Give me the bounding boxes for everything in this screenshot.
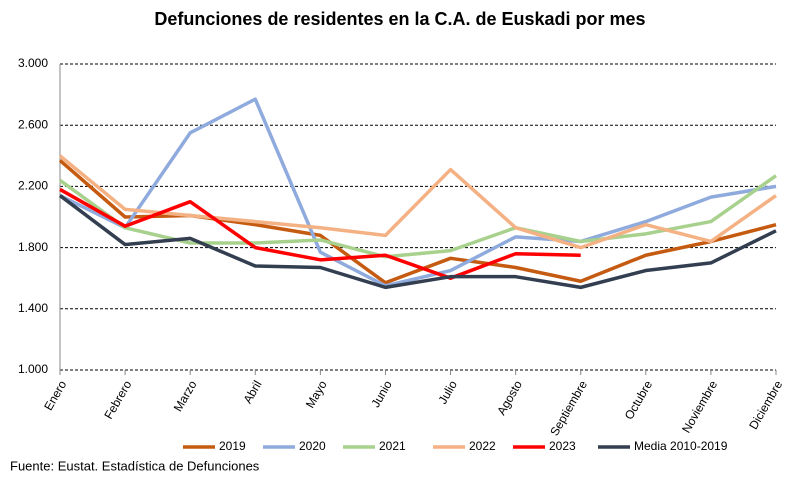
series-line [59, 97, 777, 288]
x-tick-label: Julio [435, 378, 460, 407]
series-line [58, 194, 777, 290]
series-line [59, 187, 581, 280]
x-tick-label: Febrero [101, 378, 134, 422]
x-tick-label: Agosto [494, 378, 525, 418]
y-tick-label: 1.000 [18, 362, 48, 376]
x-tick-label: Noviembre [679, 378, 720, 436]
y-tick-label: 2.200 [18, 179, 48, 193]
y-tick-label: 1.400 [18, 301, 48, 315]
chart-title: Defunciones de residentes en la C.A. de … [154, 9, 645, 29]
y-tick-label: 2.600 [18, 117, 48, 131]
x-tick-label: Enero [41, 378, 69, 413]
source: Fuente: Eustat. Estadística de Defuncion… [10, 458, 260, 473]
legend-label: Media 2010-2019 [634, 439, 728, 453]
y-tick-label: 1.800 [18, 240, 48, 254]
x-tick-label: Mayo [303, 378, 330, 411]
series-line [58, 154, 778, 250]
x-tick-label: Diciembre [746, 378, 785, 432]
legend-label: 2020 [299, 439, 326, 453]
x-tick-label: Junio [368, 378, 395, 410]
series-line [58, 159, 777, 285]
y-tick-label: 3.000 [18, 56, 48, 70]
legend-label: 2023 [549, 439, 576, 453]
legend-label: 2019 [219, 439, 246, 453]
x-tick-label: Septiembre [547, 378, 590, 438]
x-tick-label: Abril [240, 378, 264, 406]
x-tick-label: Octubre [622, 378, 656, 422]
legend-label: 2021 [379, 439, 406, 453]
legend-label: 2022 [469, 439, 496, 453]
x-tick-label: Marzo [171, 378, 200, 414]
